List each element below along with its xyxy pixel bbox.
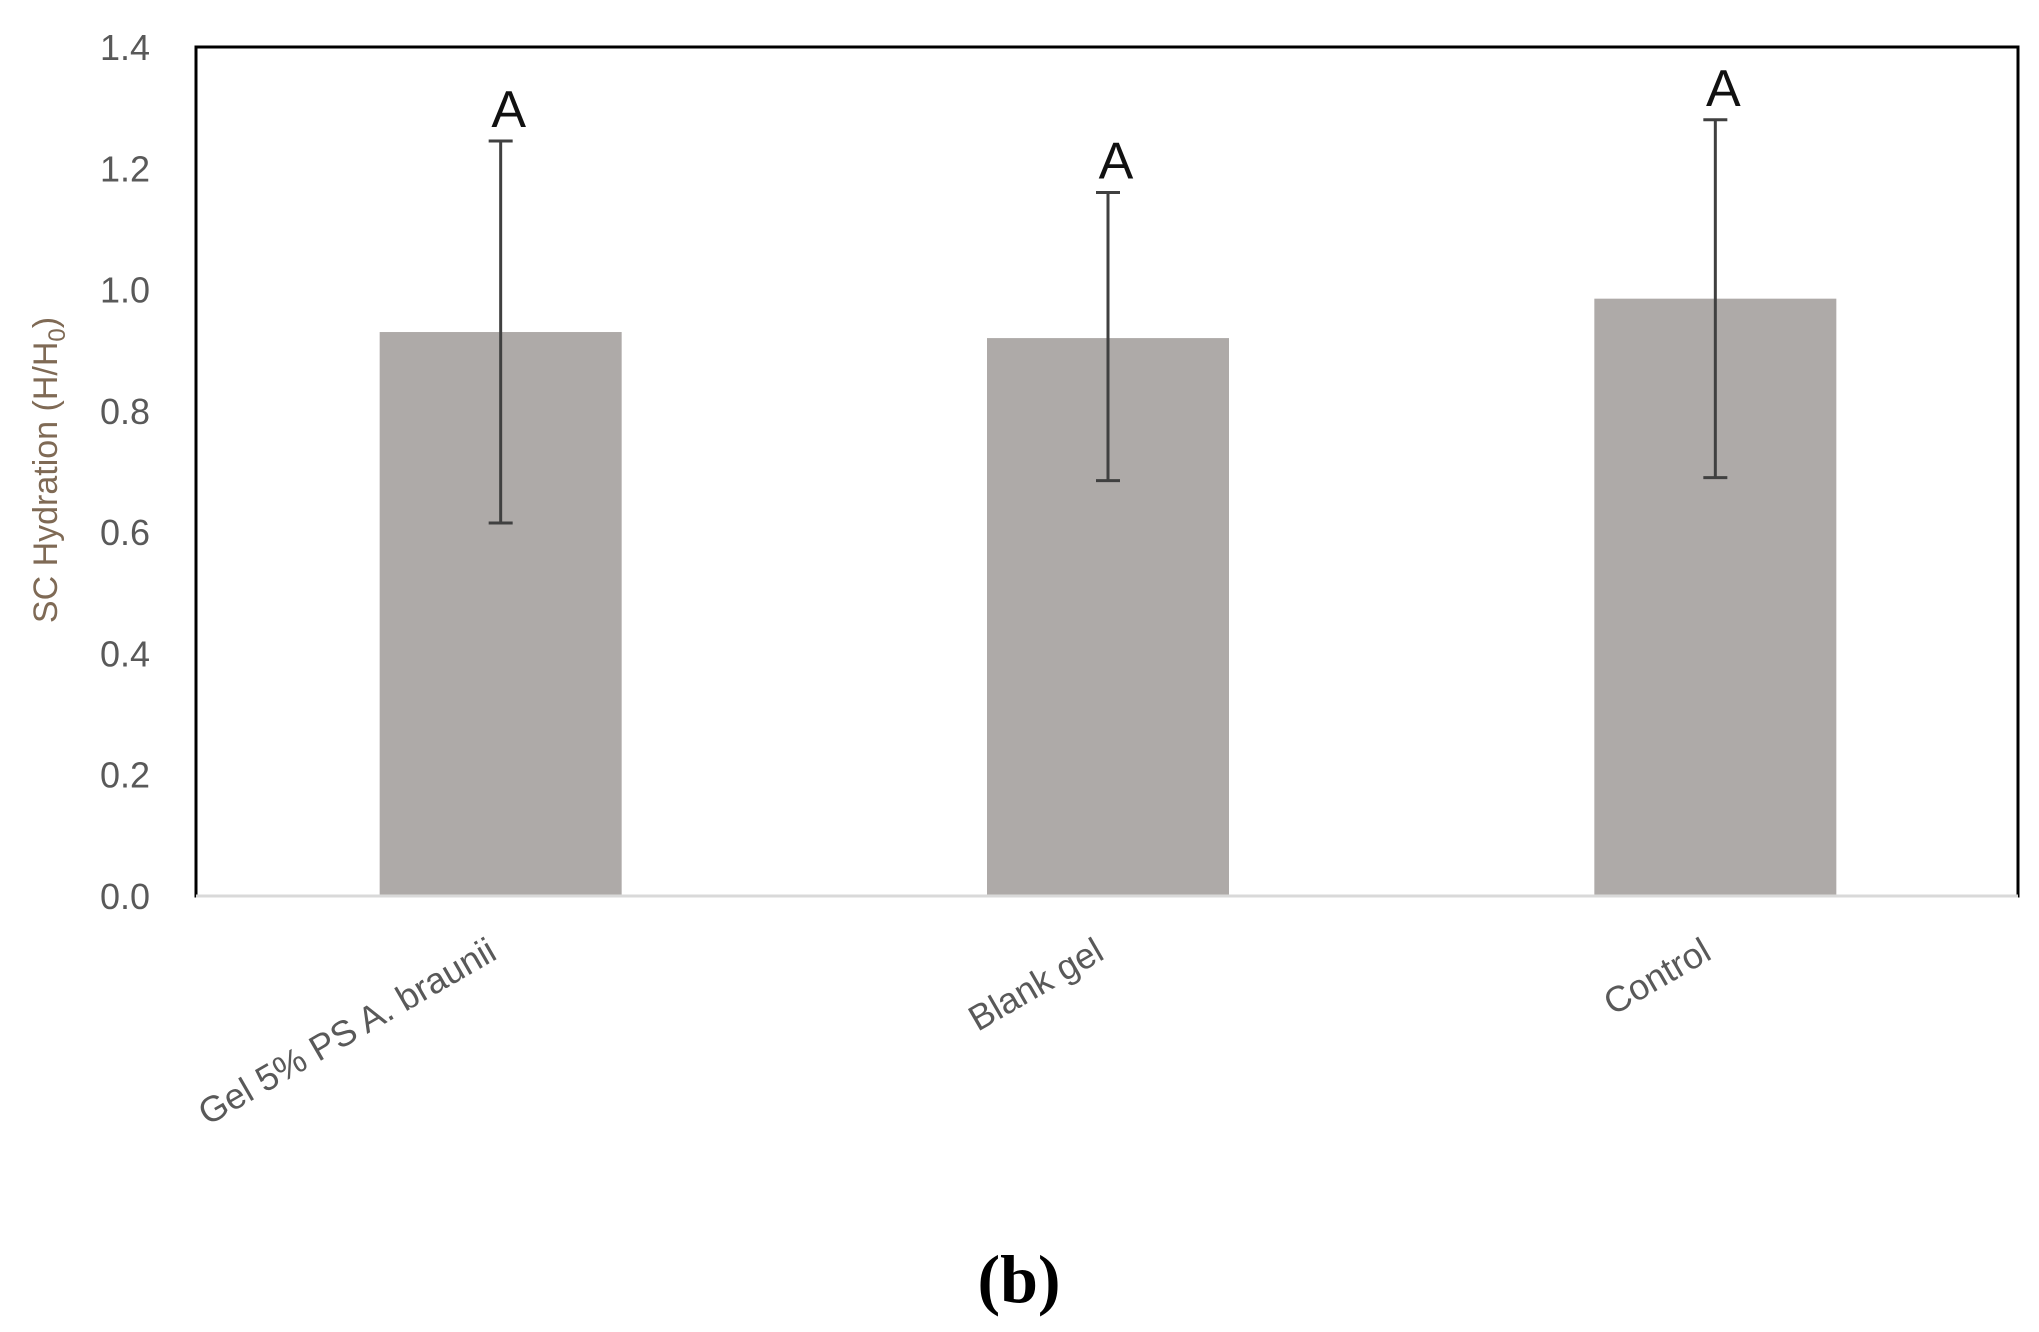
x-category-labels-group: Gel 5% PS A. braunii Blank gel Control [191,929,1717,1133]
y-tick-labels-group: 0.0 0.2 0.4 0.6 0.8 1.0 1.2 1.4 [100,27,150,917]
x-category-label-2: Control [1596,929,1717,1023]
x-category-label-0: Gel 5% PS A. braunii [191,929,503,1133]
y-tick-label-1: 0.2 [100,755,150,796]
error-bars-group [488,118,1728,525]
y-tick-label-7: 1.4 [100,27,150,68]
significance-label-0: A [491,81,526,139]
significance-labels-group: A A A [491,60,1741,191]
y-axis-label-main: SC Hydration (H/H [27,342,65,624]
y-tick-label-5: 1.0 [100,270,150,311]
significance-label-2: A [1706,60,1741,118]
y-tick-label-3: 0.6 [100,512,150,553]
y-axis-label-close: ) [27,317,65,328]
y-tick-label-2: 0.4 [100,633,150,674]
y-tick-label-0: 0.0 [100,876,150,917]
panel-label: (b) [977,1241,1060,1317]
y-tick-label-4: 0.8 [100,391,150,432]
y-axis-label: SC Hydration (H/H0) [27,317,71,623]
x-category-label-1: Blank gel [961,929,1110,1039]
y-axis-label-subscript: 0 [44,328,71,341]
y-tick-label-6: 1.2 [100,148,150,189]
significance-label-1: A [1099,133,1134,191]
